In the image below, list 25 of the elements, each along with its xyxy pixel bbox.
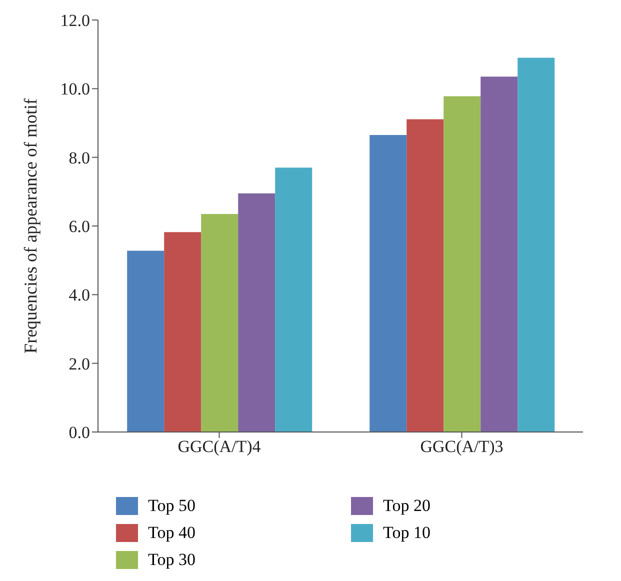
y-axis-title: Frequencies of appearance of motif: [20, 98, 40, 354]
bar: [275, 168, 312, 432]
legend-label: Top 50: [148, 496, 196, 516]
legend-label: Top 10: [383, 522, 430, 542]
bar: [127, 250, 164, 432]
y-tick-label: 8.0: [68, 148, 90, 168]
y-tick-label: 6.0: [68, 217, 90, 236]
y-tick-label: 2.0: [68, 354, 90, 374]
bar: [444, 96, 481, 432]
legend-label: Top 30: [148, 550, 196, 570]
x-tick-label: GGC(A/T)3: [420, 437, 504, 456]
bar: [238, 193, 276, 432]
y-tick-label: 10.0: [60, 80, 90, 99]
bar: [480, 76, 518, 432]
bar: [370, 135, 407, 432]
y-tick-label: 0.0: [68, 423, 90, 442]
y-tick-label: 12.0: [60, 11, 90, 30]
bar: [201, 214, 238, 432]
bar: [164, 232, 202, 432]
x-tick-label: GGC(A/T)4: [178, 437, 262, 456]
y-tick-label: 4.0: [68, 286, 90, 305]
legend-label: Top 20: [383, 496, 430, 516]
bar: [518, 58, 555, 432]
bar: [406, 119, 444, 432]
legend-label: Top 40: [148, 522, 196, 542]
